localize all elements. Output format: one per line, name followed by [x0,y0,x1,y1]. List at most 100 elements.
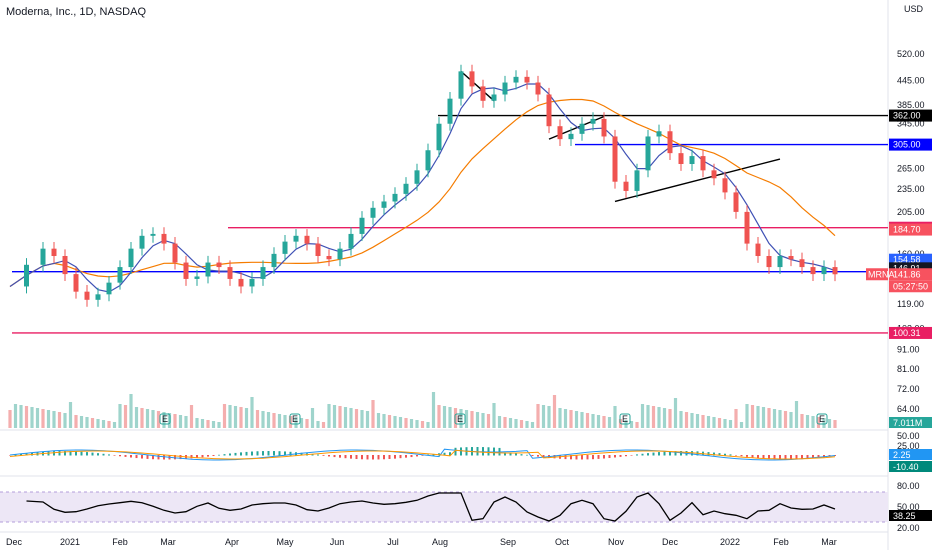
volume-bar [305,419,309,428]
volume-bar [19,405,23,428]
candle-body [315,243,321,257]
volume-bar [68,402,73,428]
volume-bar [255,410,260,428]
rsi-axis-tick: 50.00 [897,502,920,512]
volume-bar [426,422,430,428]
macd-signal-value: -10.40 [893,462,919,472]
volume-bar [497,416,502,428]
candle-body [568,133,574,140]
time-axis-label: Dec [662,537,679,547]
macd-histogram-bar [817,455,820,458]
time-axis-label: May [276,537,294,547]
macd-histogram-bar [58,451,61,456]
time-axis-label: Apr [225,537,239,547]
volume-bar [200,419,205,428]
volume-bar [706,416,711,428]
price-series [9,64,838,307]
price-axis-tick: 64.00 [897,404,920,414]
macd-histogram-bar [416,455,418,457]
volume-bar [602,416,606,428]
macd-histogram-bar [372,455,374,460]
price-axis-tick: 235.00 [897,184,925,194]
volume-bar [607,417,612,428]
rsi-axis-tick: 20.00 [897,523,920,533]
candle-body [711,170,717,179]
macd-histogram-bar [284,451,286,456]
volume-bar [79,416,84,428]
trend-line [614,158,781,203]
time-axis-label: Feb [773,537,789,547]
level-tag: 362.00 [893,111,921,121]
time-axis-label: Jun [330,537,345,547]
volume-bar [206,420,210,428]
candle-body [480,86,486,101]
macd-histogram-bar [658,452,660,456]
macd-histogram-bar [526,454,528,456]
volume-bar [657,407,661,428]
volume-bar [750,405,755,428]
volume-bar [387,415,392,428]
macd-histogram-bar [537,455,539,457]
candle-body [634,170,640,191]
macd-histogram-bar [20,453,22,456]
candle-body [579,123,585,134]
symbol-tag-bg [866,268,888,281]
rsi-band [0,492,888,522]
volume-bar [464,410,469,428]
macd-histogram-bar [751,455,754,458]
candle-body [755,243,761,257]
volume-bar [475,412,480,428]
macd-histogram-bar [812,455,814,459]
candle-body [777,256,783,268]
macd-histogram-bar [174,455,176,460]
volume-bar [811,416,815,428]
candle-body [667,131,673,154]
volume-bar [376,413,381,428]
candle-body [139,235,145,249]
volume-bar [525,421,529,428]
candle-body [205,262,211,277]
volume-bar [283,415,287,428]
macd-histogram-bar [762,455,765,459]
volume-bar [591,414,595,428]
macd-histogram-bar [333,455,336,458]
macd-histogram-bar [790,455,792,460]
volume-bar [101,420,106,428]
macd-histogram-bar [91,452,94,456]
volume-bar [30,407,34,428]
macd-histogram-bar [273,451,275,456]
volume-bar [371,400,375,428]
candle-body [24,264,29,287]
macd-value: 2.25 [893,450,911,460]
macd-histogram-bar [746,455,748,457]
candle-body [436,123,442,151]
volume-bar [244,408,249,428]
macd-histogram-bar [394,455,396,459]
volume-bar [662,408,667,428]
volume-bar [508,418,513,428]
rsi-axis-tick: 80.00 [897,481,920,491]
macd-histogram-bar [487,447,490,456]
macd-histogram-bar [784,455,787,460]
volume-bar [822,418,826,428]
macd-histogram-bar [196,455,198,458]
macd-histogram-bar [328,455,330,457]
candle-body [95,294,101,300]
volume-bar [580,412,584,428]
macd-histogram-bar [377,455,380,460]
time-axis-label: Mar [160,537,176,547]
macd-histogram-bar [113,455,116,456]
candle-body [84,291,90,300]
macd-histogram-bar [647,453,649,456]
volume-bar [569,410,573,428]
volume-bar [360,410,364,428]
price-tag-bg [889,223,932,236]
volume-bar [343,407,348,428]
volume-bar [299,418,304,428]
candle-body [623,181,629,191]
candle-body [271,253,277,268]
volume-bar [734,409,738,428]
candle-body [73,274,79,292]
volume-bar [145,409,150,428]
